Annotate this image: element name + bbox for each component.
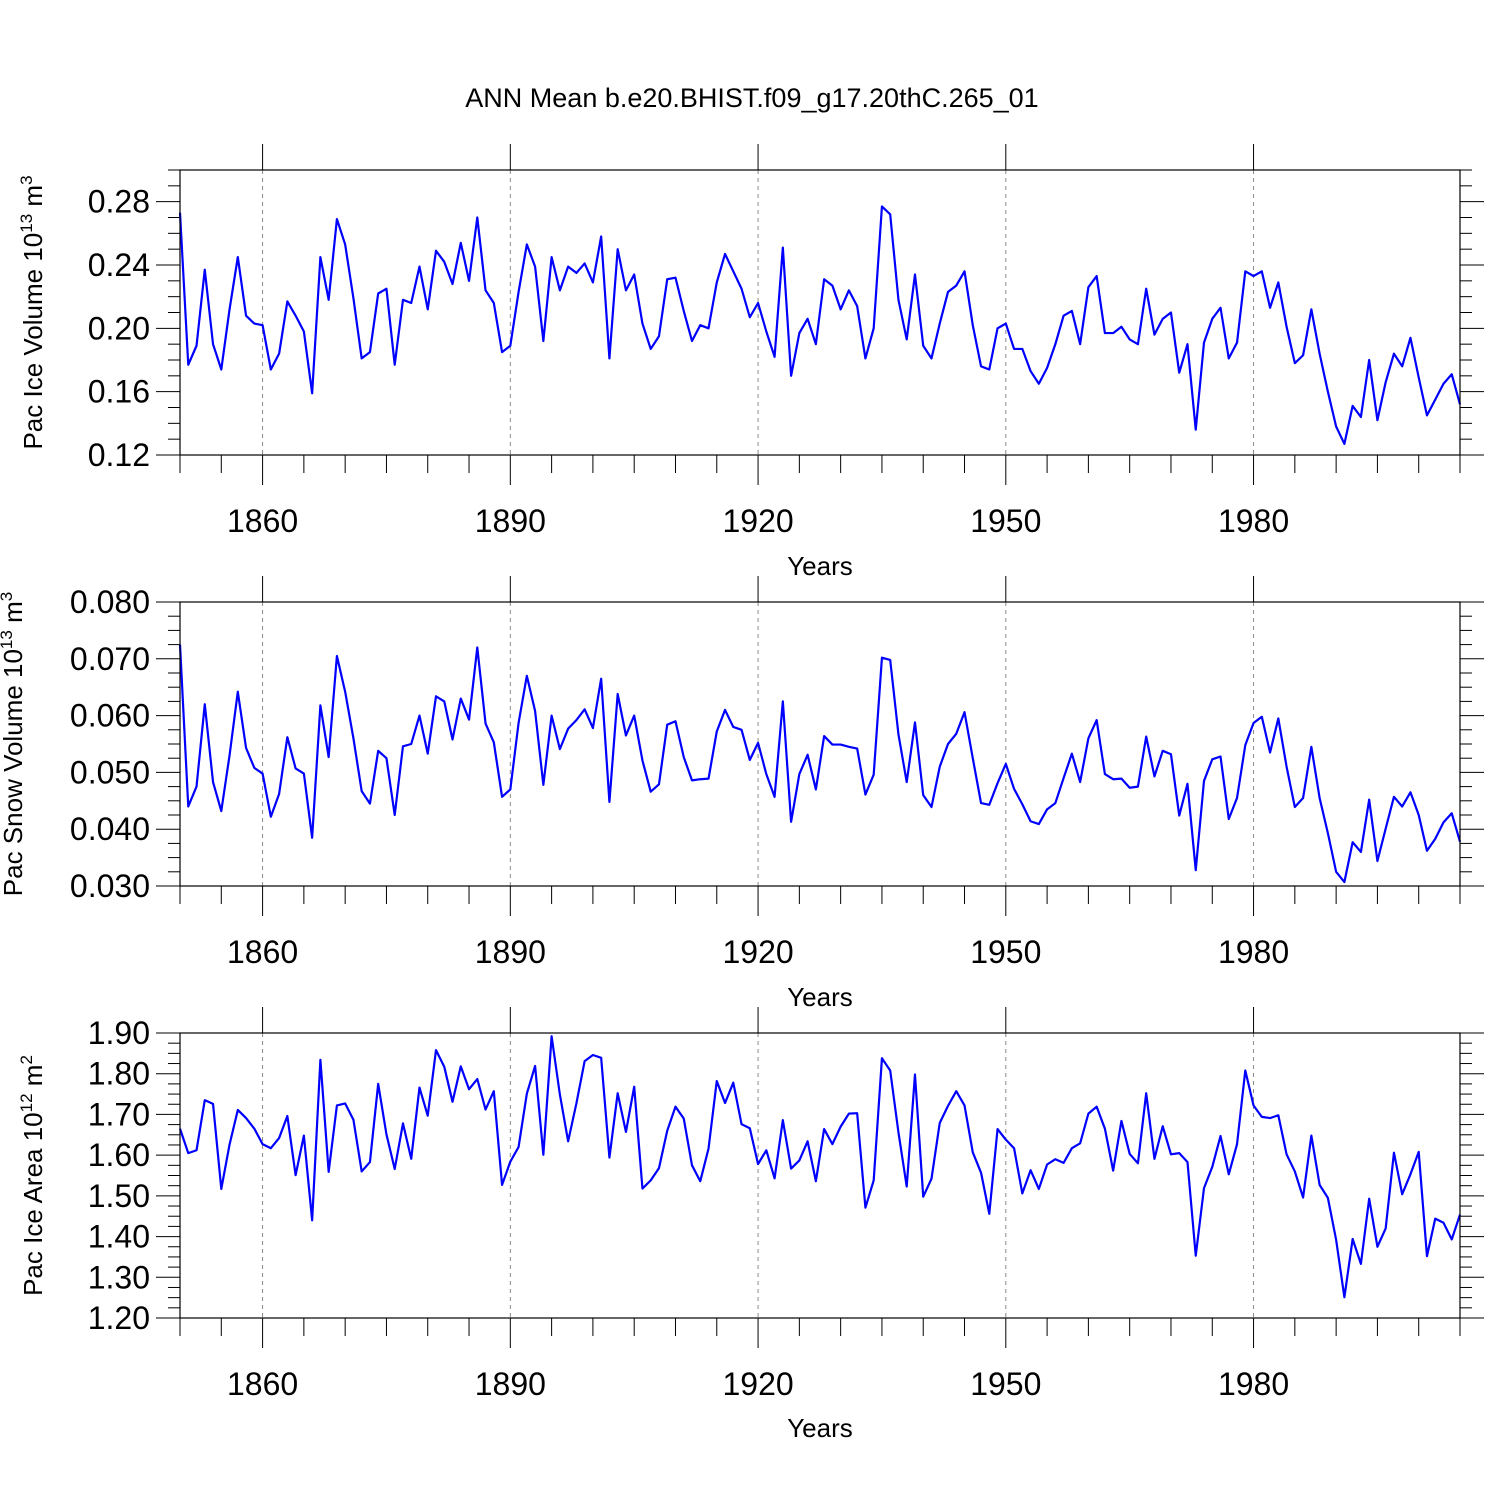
chart-title: ANN Mean b.e20.BHIST.f09_g17.20thC.265_0… [465, 83, 1038, 113]
y-axis-label: Pac Ice Volume 1013 m3 [17, 175, 48, 449]
y-tick-label: 1.70 [88, 1096, 150, 1132]
plot-frame [179, 169, 1461, 456]
x-tick-label: 1890 [475, 503, 546, 539]
x-tick-label: 1950 [970, 934, 1041, 970]
x-tick-label: 1860 [227, 1366, 298, 1402]
y-tick-label: 0.040 [70, 811, 150, 847]
x-tick-label: 1950 [970, 503, 1041, 539]
x-axis-label: Years [787, 1413, 853, 1443]
y-tick-label: 0.28 [88, 184, 150, 220]
y-tick-label: 0.12 [88, 437, 150, 473]
plot-frame [179, 1032, 1461, 1319]
y-tick-label: 0.030 [70, 868, 150, 904]
panel-ice-area: 1.20 1.30 1.40 1.50 1.60 1.70 1.80 1.90 1860 1890… [17, 1007, 1484, 1443]
y-tick-label: 0.080 [70, 584, 150, 620]
panel-snow-volume: 0.030 0.040 0.050 0.060 0.070 0.080 1860 1890 19… [0, 576, 1484, 1012]
series-line-snow-volume [178, 644, 1462, 884]
series-line-ice-area [178, 1035, 1462, 1299]
y-tick-label: 1.20 [88, 1300, 150, 1336]
y-tick-label: 0.050 [70, 754, 150, 790]
x-tick-label: 1920 [722, 503, 793, 539]
series-line-ice-volume [178, 205, 1462, 446]
y-tick-label: 1.40 [88, 1219, 150, 1255]
x-axis-label: Years [787, 551, 853, 581]
x-tick-label: 1890 [475, 1366, 546, 1402]
x-tick-label: 1890 [475, 934, 546, 970]
x-axis-label: Years [787, 982, 853, 1012]
y-tick-label: 1.80 [88, 1056, 150, 1092]
y-axis-label: Pac Snow Volume 1013 m3 [0, 592, 28, 896]
x-tick-label: 1980 [1218, 934, 1289, 970]
x-tick-label: 1860 [227, 503, 298, 539]
x-tick-label: 1980 [1218, 503, 1289, 539]
y-tick-label: 1.50 [88, 1178, 150, 1214]
x-tick-label: 1920 [722, 934, 793, 970]
y-tick-label: 1.90 [88, 1015, 150, 1051]
x-tick-label: 1860 [227, 934, 298, 970]
panel-ice-volume: 0.12 0.16 0.20 0.24 0.28 1860 1890 1920 1950 1980… [17, 144, 1484, 581]
x-tick-label: 1980 [1218, 1366, 1289, 1402]
y-tick-label: 1.60 [88, 1137, 150, 1173]
y-axis-label: Pac Ice Area 1012 m2 [17, 1055, 48, 1296]
y-tick-label: 0.20 [88, 310, 150, 346]
x-tick-label: 1920 [722, 1366, 793, 1402]
y-tick-label: 1.30 [88, 1259, 150, 1295]
plot-frame [179, 601, 1461, 887]
y-tick-label: 0.16 [88, 374, 150, 410]
y-tick-label: 0.060 [70, 698, 150, 734]
x-tick-label: 1950 [970, 1366, 1041, 1402]
y-tick-label: 0.070 [70, 641, 150, 677]
y-tick-label: 0.24 [88, 247, 150, 283]
chart-panels: 0.12 0.16 0.20 0.24 0.28 1860 1890 1920 1950 1980… [0, 144, 1484, 1443]
